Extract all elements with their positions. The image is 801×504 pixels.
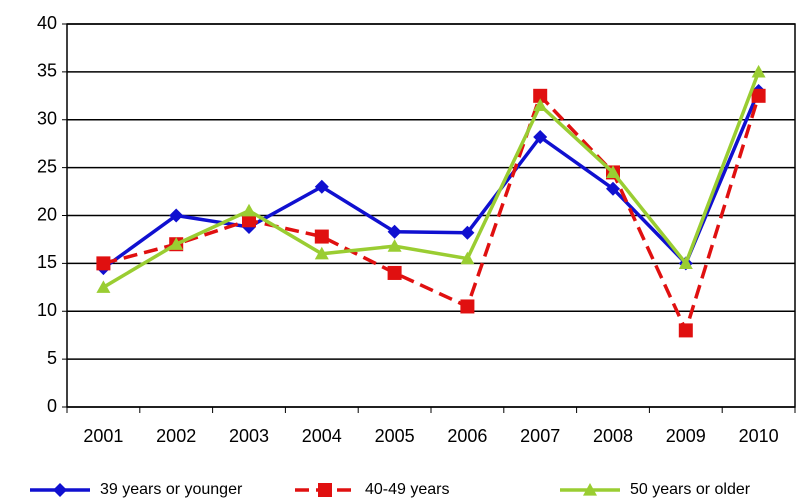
x-tick-label: 2004 (302, 426, 342, 446)
x-tick-label: 2010 (739, 426, 779, 446)
marker (387, 239, 402, 252)
series-line (102, 90, 761, 270)
x-tick-label: 2007 (520, 426, 560, 446)
x-tick-label: 2006 (447, 426, 487, 446)
x-tick-label: 2002 (156, 426, 196, 446)
y-tick-label: 30 (37, 109, 57, 129)
x-tick-label: 2008 (593, 426, 633, 446)
marker (169, 237, 184, 250)
marker (96, 280, 111, 293)
marker (314, 179, 329, 194)
series-line (102, 92, 761, 336)
marker (314, 229, 329, 244)
marker (533, 98, 548, 111)
marker (53, 483, 67, 497)
y-tick-label: 25 (37, 156, 57, 176)
marker (387, 224, 402, 239)
x-tick-label: 2003 (229, 426, 269, 446)
marker (533, 88, 548, 103)
x-tick-label: 2009 (666, 426, 706, 446)
marker (751, 88, 766, 103)
marker (318, 483, 332, 497)
legend-label: 50 years or older (630, 481, 751, 498)
marker (751, 64, 766, 78)
marker (314, 246, 329, 260)
y-tick-label: 40 (37, 13, 57, 33)
marker (606, 165, 620, 179)
marker (583, 483, 597, 496)
marker (460, 225, 475, 240)
marker (242, 213, 256, 228)
legend-label: 39 years or younger (100, 481, 243, 498)
marker (678, 256, 693, 269)
plot-area: 0 5 10 15 20 25 30 35 40 2001 2002 2003 2004 2005 2006… (37, 13, 796, 446)
y-tick-label: 35 (37, 61, 57, 81)
y-tick-label: 5 (47, 348, 57, 368)
marker (169, 208, 184, 223)
legend: 39 years or younger 40-49 years 50 years o… (30, 481, 751, 498)
marker (96, 256, 111, 271)
y-tick-label: 10 (37, 300, 57, 320)
marker (387, 265, 402, 280)
y-tick-label: 0 (47, 396, 57, 416)
marker (242, 203, 256, 217)
x-tick-label: 2001 (83, 426, 123, 446)
y-tick-label: 20 (37, 204, 57, 224)
marker (533, 129, 548, 144)
marker (460, 251, 475, 265)
x-tick-label: 2005 (375, 426, 415, 446)
marker (606, 181, 620, 196)
legend-label: 40-49 years (365, 481, 450, 498)
marker (678, 323, 693, 338)
series-line (102, 71, 761, 289)
y-tick-label: 15 (37, 252, 57, 272)
marker (460, 299, 475, 314)
